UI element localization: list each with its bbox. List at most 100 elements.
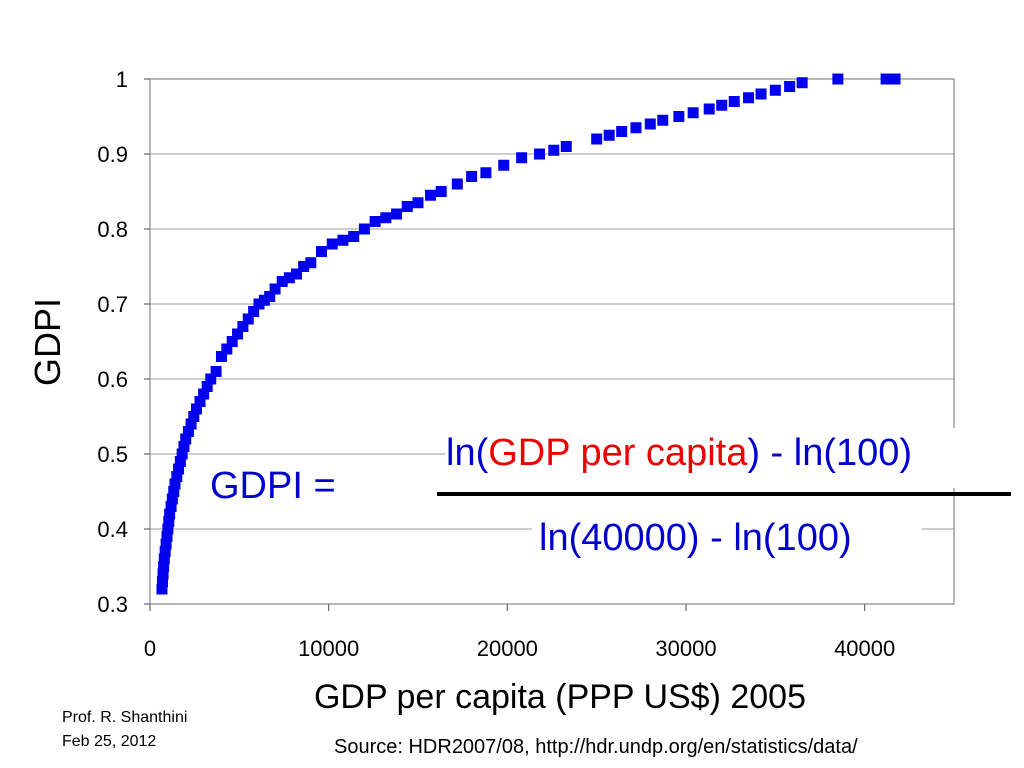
- data-point: [369, 216, 381, 227]
- x-tick-label: 10000: [298, 636, 359, 661]
- formula-numerator-close: ) - ln(100): [747, 432, 913, 474]
- data-point: [316, 246, 328, 257]
- y-tick-label: 0.6: [97, 367, 128, 392]
- formula-numerator-ln-open: ln(: [446, 432, 489, 474]
- data-point: [157, 568, 169, 580]
- data-point: [380, 212, 392, 224]
- data-point: [548, 144, 560, 156]
- data-point: [248, 306, 260, 317]
- source-label: Source: HDR2007/08, http://hdr.undp.org/…: [334, 736, 858, 758]
- data-point: [480, 167, 492, 179]
- data-point: [451, 178, 463, 190]
- author-label: Prof. R. Shanthini: [62, 709, 188, 726]
- data-point: [185, 418, 197, 430]
- data-point: [728, 96, 740, 107]
- plot-area-frame: [149, 78, 955, 605]
- data-point: [298, 261, 310, 272]
- data-point: [158, 561, 170, 572]
- data-point: [158, 553, 170, 565]
- x-tick-label: 30000: [655, 636, 716, 661]
- y-tick-label: 0.7: [97, 292, 128, 317]
- data-point: [516, 152, 528, 164]
- data-point: [630, 122, 642, 134]
- data-point: [616, 126, 628, 137]
- x-axis-title: GDP per capita (PPP US$) 2005: [314, 678, 806, 716]
- formula-numerator: ln(GDP per capita) - ln(100): [446, 432, 912, 475]
- data-point: [348, 231, 360, 242]
- data-point: [743, 92, 755, 104]
- data-point: [425, 189, 437, 201]
- data-point: [283, 272, 295, 284]
- data-point: [703, 103, 715, 115]
- y-tick-label: 0.5: [97, 442, 128, 467]
- data-point: [237, 321, 249, 332]
- data-point: [161, 531, 173, 542]
- data-point: [169, 478, 181, 490]
- x-axis-ticks: 0 10000 20000 30000 40000: [144, 604, 895, 661]
- data-point: [210, 366, 222, 377]
- y-tick-label: 0.9: [97, 142, 128, 167]
- y-axis-ticks: 0.3 0.4 0.5 0.6 0.7 0.8 0.9 1: [97, 67, 150, 617]
- data-point: [168, 486, 180, 497]
- data-point: [796, 77, 808, 89]
- formula-numerator-backdrop: [445, 428, 1010, 488]
- data-point: [276, 276, 288, 287]
- data-point: [162, 523, 174, 535]
- data-point: [173, 463, 185, 475]
- data-point: [687, 107, 699, 119]
- data-point: [755, 88, 767, 100]
- formula-numerator-highlight: GDP per capita: [488, 432, 748, 474]
- data-point: [305, 257, 317, 269]
- data-point: [358, 223, 370, 235]
- y-tick-label: 0.3: [97, 592, 128, 617]
- formula-lhs: GDPI =: [210, 465, 336, 507]
- formula-denominator: ln(40000) - ln(100): [539, 517, 852, 559]
- data-point: [337, 234, 349, 246]
- data-point: [226, 336, 238, 347]
- x-tick-label: 20000: [477, 636, 538, 661]
- data-point: [180, 433, 192, 445]
- data-point: [194, 396, 206, 407]
- y-tick-label: 1: [116, 67, 128, 92]
- data-point: [157, 576, 169, 587]
- data-point: [174, 456, 186, 467]
- data-point: [889, 73, 901, 85]
- data-point: [769, 84, 781, 96]
- data-point: [232, 328, 244, 340]
- data-point: [533, 148, 545, 160]
- data-point: [156, 583, 168, 595]
- x-tick-label: 40000: [834, 636, 895, 661]
- data-point: [391, 208, 403, 220]
- data-point: [498, 159, 510, 171]
- data-points: [156, 73, 901, 595]
- data-point: [560, 141, 572, 152]
- data-point: [166, 493, 178, 505]
- data-point: [412, 197, 424, 209]
- data-point: [264, 291, 276, 302]
- formula-lhs-backdrop: [205, 461, 391, 517]
- data-point: [591, 133, 603, 145]
- data-point: [160, 538, 172, 550]
- y-tick-label: 0.4: [97, 517, 128, 542]
- x-tick-label: 0: [144, 636, 156, 661]
- data-point: [326, 238, 338, 250]
- data-point: [603, 129, 615, 141]
- data-point: [401, 201, 413, 212]
- data-point: [435, 186, 447, 197]
- data-point: [178, 441, 190, 452]
- formula-denominator-backdrop: [532, 513, 922, 573]
- data-point: [171, 471, 183, 482]
- data-point: [164, 508, 176, 520]
- data-point: [215, 351, 227, 362]
- data-point: [176, 448, 188, 460]
- data-point: [159, 546, 171, 557]
- data-point: [163, 516, 175, 527]
- data-point: [242, 313, 254, 325]
- data-point: [205, 373, 217, 385]
- formula-fraction-bar: [437, 492, 1011, 496]
- data-point: [198, 388, 210, 400]
- date-label: Feb 25, 2012: [62, 733, 157, 750]
- data-point: [165, 501, 177, 512]
- data-point: [832, 73, 844, 85]
- data-point: [221, 343, 233, 355]
